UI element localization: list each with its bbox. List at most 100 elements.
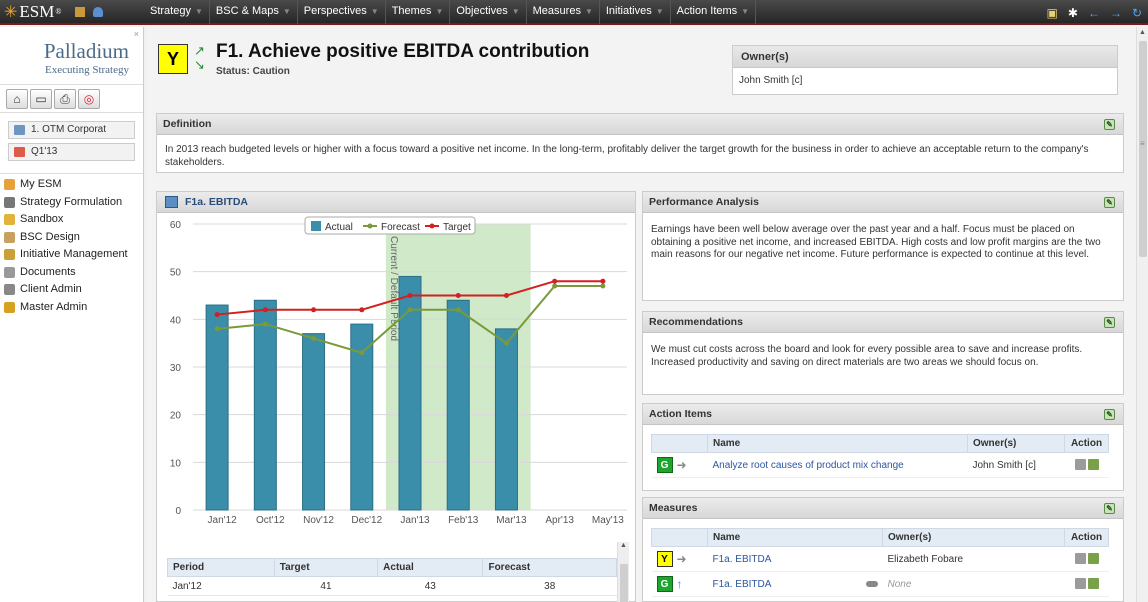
- col-target[interactable]: Target: [273, 558, 379, 577]
- menu-objectives[interactable]: Objectives ▼: [450, 0, 527, 24]
- table-row: Y ➜ F1a. EBITDA Elizabeth Fobare: [651, 546, 1109, 572]
- x-tick-label: Jan'12: [208, 515, 238, 526]
- table-row: G ➜ Analyze root causes of product mix cha…: [651, 452, 1109, 478]
- sidebar-item-client-admin[interactable]: Client Admin: [0, 281, 143, 299]
- col-name[interactable]: Name: [707, 434, 968, 453]
- link-icon[interactable]: [865, 580, 878, 587]
- col-owner[interactable]: Owner(s): [967, 434, 1065, 453]
- edit-icon[interactable]: ✎: [1104, 197, 1115, 208]
- bar-actual: [302, 333, 326, 511]
- item-link[interactable]: Analyze root causes of product mix chang…: [712, 459, 904, 471]
- owner-cell: Elizabeth Fobare: [882, 546, 1065, 572]
- owner-cell: None: [882, 571, 1065, 597]
- menu-bsc-maps[interactable]: BSC & Maps ▼: [210, 0, 298, 24]
- ebitda-chart: Current / Default Period 0 10 20 30 40 50 60 Jan…: [170, 216, 627, 526]
- gear-icon[interactable]: ✱: [1067, 5, 1078, 20]
- sidebar-item-my-esm[interactable]: My ESM: [0, 176, 143, 194]
- menu-item-icon: [4, 179, 15, 190]
- menu-perspectives[interactable]: Perspectives ▼: [298, 0, 386, 24]
- forward-arrow-icon[interactable]: →: [1109, 5, 1122, 20]
- sidebar-item-initiative-management[interactable]: Initiative Management: [0, 246, 143, 264]
- top-navbar: ✳ ESM ® Strategy ▼ BSC & Maps ▼ Perspectives…: [0, 0, 1148, 25]
- help-icon[interactable]: ◎: [78, 89, 100, 109]
- menu-item-icon: [4, 301, 15, 313]
- view-icon[interactable]: [1074, 578, 1086, 590]
- menu-measures[interactable]: Measures ▼: [527, 0, 600, 24]
- chevron-down-icon: ▼: [370, 7, 379, 16]
- sidebar-item-master-admin[interactable]: Master Admin: [0, 299, 143, 317]
- item-link[interactable]: F1a. EBITDA: [712, 553, 772, 565]
- back-arrow-icon[interactable]: ←: [1087, 5, 1100, 20]
- view-icon[interactable]: [1074, 553, 1086, 565]
- edit-icon[interactable]: ✎: [1104, 317, 1115, 328]
- bar-actual: [446, 299, 470, 511]
- sidebar-menu: My ESM Strategy Formulation Sandbox BSC Des…: [0, 173, 143, 316]
- sidebar-item-bsc-design[interactable]: BSC Design: [0, 229, 143, 247]
- col-actual[interactable]: Actual: [377, 558, 484, 577]
- scroll-up-icon[interactable]: ▲: [1139, 29, 1146, 36]
- item-link[interactable]: F1a. EBITDA: [712, 578, 772, 590]
- page-scrollbar[interactable]: ▲ ≡: [1136, 27, 1148, 602]
- x-tick-label: Apr'13: [545, 515, 574, 526]
- report-icon[interactable]: ▣: [1046, 5, 1058, 20]
- edit-icon[interactable]: ✎: [1104, 409, 1115, 420]
- menu-action-items[interactable]: Action Items ▼: [671, 0, 757, 24]
- definition-label: Definition: [163, 118, 212, 130]
- page-title: F1. Achieve positive EBITDA contribution: [216, 41, 590, 62]
- org-selector[interactable]: 1. OTM Corporat: [8, 121, 135, 139]
- col-action: Action: [1064, 528, 1109, 547]
- recommendations-label: Recommendations: [649, 316, 743, 328]
- period-selector[interactable]: Q1'13: [8, 143, 135, 161]
- add-note-icon[interactable]: [1087, 553, 1099, 565]
- col-owner[interactable]: Owner(s): [882, 528, 1065, 547]
- table-cell: 41: [274, 576, 378, 596]
- close-icon[interactable]: ×: [133, 29, 139, 39]
- y-tick-label: 10: [170, 458, 182, 469]
- y-tick-label: 30: [170, 363, 182, 374]
- table-row: G ↑ F1a. EBITDA None: [651, 571, 1109, 597]
- edit-icon[interactable]: ✎: [1104, 119, 1115, 130]
- x-tick-label: Feb'13: [448, 515, 479, 526]
- print-icon[interactable]: ⎙: [54, 89, 76, 109]
- col-period[interactable]: Period: [167, 558, 275, 577]
- menu-initiatives[interactable]: Initiatives ▼: [600, 0, 671, 24]
- y-tick-label: 40: [170, 315, 182, 326]
- legend-label-target: Target: [443, 222, 471, 233]
- legend-swatch-actual: [311, 221, 321, 231]
- table-scrollbar[interactable]: ▲: [617, 542, 629, 602]
- toolbar-right: ▣ ✱ ← → ↻: [1047, 0, 1142, 25]
- scroll-up-icon[interactable]: ▲: [620, 542, 627, 549]
- sidebar-item-documents[interactable]: Documents: [0, 264, 143, 282]
- performance-panel: Performance Analysis ✎ Earnings have been…: [642, 191, 1124, 301]
- legend-label-actual: Actual: [325, 222, 353, 233]
- chart-title[interactable]: F1a. EBITDA: [185, 196, 249, 208]
- menu-item-icon: [4, 284, 15, 295]
- point-target: [455, 293, 461, 298]
- col-name[interactable]: Name: [707, 528, 883, 547]
- legend-label-forecast: Forecast: [381, 222, 420, 233]
- chevron-down-icon: ▼: [655, 7, 664, 16]
- col-forecast[interactable]: Forecast: [482, 558, 617, 577]
- add-note-icon[interactable]: [1087, 459, 1099, 471]
- layout-icon[interactable]: ▭: [30, 89, 52, 109]
- x-tick-label: Mar'13: [496, 515, 527, 526]
- esm-logo[interactable]: ✳ ESM ®: [0, 0, 144, 24]
- sidebar-item-sandbox[interactable]: Sandbox: [0, 211, 143, 229]
- table-cell: 43: [377, 576, 483, 596]
- home-icon[interactable]: ⌂: [6, 89, 28, 109]
- refresh-icon[interactable]: ↻: [1131, 5, 1142, 20]
- point-target: [552, 278, 558, 284]
- menu-strategy[interactable]: Strategy ▼: [144, 0, 210, 24]
- edit-icon[interactable]: ✎: [1104, 503, 1115, 514]
- legend-box: [304, 216, 476, 235]
- point-target: [311, 307, 317, 313]
- bar-actual: [205, 304, 229, 511]
- brand-name: Palladium: [43, 39, 129, 63]
- sidebar-item-strategy-formulation[interactable]: Strategy Formulation: [0, 194, 143, 212]
- book-icon[interactable]: [75, 6, 86, 17]
- view-icon[interactable]: [1074, 459, 1086, 471]
- user-icon[interactable]: [93, 6, 104, 17]
- objective-header: Y ↗ ↘ F1. Achieve positive EBITDA contrib…: [156, 41, 1126, 111]
- add-note-icon[interactable]: [1087, 578, 1099, 590]
- menu-themes[interactable]: Themes ▼: [386, 0, 451, 24]
